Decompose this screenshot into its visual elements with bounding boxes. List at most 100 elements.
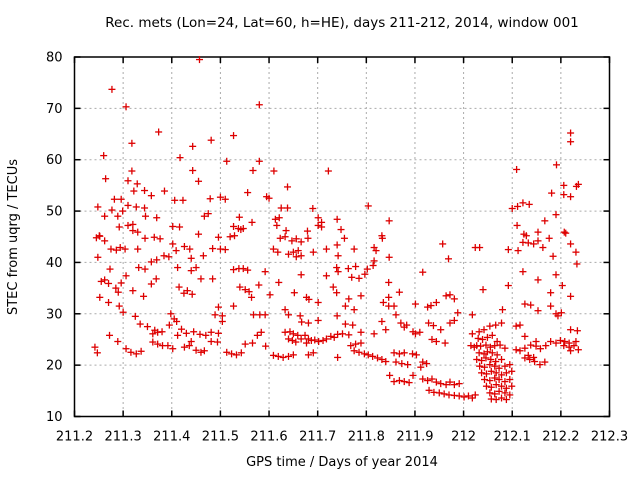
scatter-point: [475, 349, 483, 357]
scatter-point: [133, 180, 141, 188]
scatter-point: [395, 288, 403, 296]
scatter-point: [337, 226, 345, 234]
scatter-point: [560, 228, 568, 236]
y-tick-label: 10: [46, 410, 63, 425]
scatter-point: [228, 350, 236, 358]
scatter-point: [525, 200, 533, 208]
scatter-point: [170, 315, 178, 323]
scatter-point: [532, 342, 540, 350]
scatter-point: [547, 302, 555, 310]
scatter-point: [223, 348, 231, 356]
scatter-point: [274, 248, 282, 256]
scatter-point: [303, 227, 311, 235]
scatter-point: [567, 347, 575, 355]
scatter-point: [506, 361, 514, 369]
scatter-point: [297, 271, 305, 279]
x-tick-labels: 211.2 211.3 211.4 211.5 211.6 211.7 211.8 211.9…: [56, 430, 628, 445]
scatter-point: [455, 392, 463, 400]
scatter-point: [502, 396, 510, 404]
scatter-point: [385, 217, 393, 225]
scatter-point: [390, 349, 398, 357]
x-tick-label: 212.2: [542, 430, 579, 445]
scatter-point: [288, 237, 296, 245]
scatter-point: [153, 256, 161, 264]
scatter-point: [572, 338, 580, 346]
scatter-point: [541, 358, 549, 366]
scatter-point: [508, 382, 516, 390]
x-tick-label: 211.8: [348, 430, 385, 445]
scatter-point: [492, 358, 500, 366]
scatter-point: [154, 340, 162, 348]
scatter-point: [364, 351, 372, 359]
scatter-point: [207, 328, 215, 336]
scatter-point: [419, 268, 427, 276]
scatter-point: [248, 218, 256, 226]
scatter-point: [442, 292, 450, 300]
scatter-point: [241, 340, 249, 348]
scatter-point: [403, 321, 411, 329]
scatter-point: [573, 327, 581, 335]
scatter-point: [478, 369, 486, 377]
scatter-point: [390, 378, 398, 386]
scatter-point: [160, 252, 168, 260]
scatter-point: [117, 279, 125, 287]
scatter-point: [141, 234, 149, 242]
scatter-point: [115, 223, 123, 231]
scatter-point: [282, 227, 290, 235]
scatter-point: [479, 286, 487, 294]
scatter-point: [572, 182, 580, 190]
scatter-point: [101, 276, 109, 284]
scatter-point: [506, 376, 514, 384]
x-tick-label: 211.6: [250, 430, 287, 445]
scatter-point: [350, 347, 358, 355]
scatter-point: [297, 252, 305, 260]
scatter-point: [477, 342, 485, 350]
scatter-point: [519, 268, 527, 276]
scatter-point: [424, 303, 432, 311]
scatter-point: [412, 351, 420, 359]
scatter-point: [322, 335, 330, 343]
scatter-point: [486, 389, 494, 397]
scatter-point: [482, 382, 490, 390]
scatter-point: [315, 338, 323, 346]
scatter-point: [513, 165, 521, 173]
scatter-point: [96, 293, 104, 301]
y-tick-labels: 10 20 30 40 50 60 70 80: [46, 51, 63, 426]
scatter-point: [397, 319, 405, 327]
scatter-point: [574, 346, 582, 354]
scatter-point: [266, 291, 274, 299]
scatter-point: [545, 234, 553, 242]
scatter-point: [176, 223, 184, 231]
scatter-point: [478, 357, 486, 365]
scatter-point: [237, 226, 245, 234]
scatter-point: [536, 361, 544, 369]
scatter-point: [446, 378, 454, 386]
scatter-point: [122, 272, 130, 280]
scatter-point: [481, 363, 489, 371]
scatter-point: [200, 212, 208, 220]
scatter-point: [183, 287, 191, 295]
scatter-point: [334, 353, 342, 361]
scatter-point: [572, 248, 580, 256]
scatter-point: [454, 309, 462, 317]
scatter-point: [417, 363, 425, 371]
scatter-point: [513, 221, 521, 229]
scatter-point: [352, 340, 360, 348]
scatter-point: [122, 103, 130, 111]
scatter-point: [281, 306, 289, 314]
scatter-point: [101, 212, 109, 220]
scatter-point: [176, 154, 184, 162]
y-tick-label: 80: [46, 51, 63, 66]
scatter-point: [121, 245, 129, 253]
scatter-point: [230, 132, 238, 140]
scatter-point: [432, 338, 440, 346]
y-tick-label: 50: [46, 205, 63, 220]
scatter-point: [277, 204, 285, 212]
scatter-point: [289, 330, 297, 338]
scatter-point: [361, 270, 369, 278]
scatter-point: [314, 316, 322, 324]
scatter-point: [573, 260, 581, 268]
scatter-point: [526, 355, 534, 363]
scatter-point: [495, 364, 503, 372]
